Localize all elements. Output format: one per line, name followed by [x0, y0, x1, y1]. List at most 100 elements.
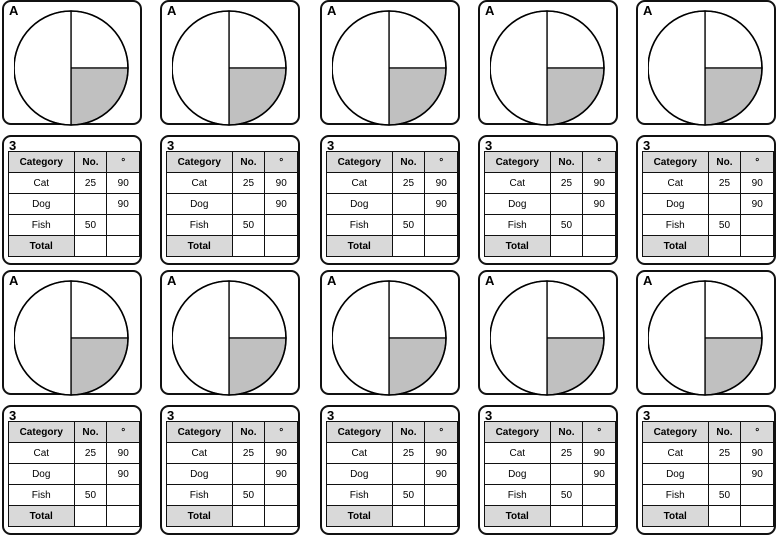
table-row: Fish 50: [642, 214, 774, 236]
table-cell: [424, 235, 458, 257]
column-header: No.: [231, 421, 266, 443]
table-card-label: 3: [167, 138, 175, 153]
table-card-label: 3: [485, 408, 493, 423]
table-cell: 90: [740, 442, 774, 464]
pie-chart: [648, 10, 763, 126]
pie-card-label: A: [327, 273, 337, 288]
table-cell: Fish: [326, 214, 393, 236]
table-cell: Total: [484, 235, 551, 257]
table-row: Dog 90: [326, 463, 458, 485]
table-header-row: Category No. °: [166, 421, 298, 443]
table-card-5: 3 Category No. ° Cat 25 90 Dog 90 Fish 50 Total: [2, 405, 142, 535]
column-header: No.: [549, 151, 584, 173]
table-cell: [231, 235, 266, 257]
table-cell: 90: [264, 442, 298, 464]
table-cell: [231, 505, 266, 527]
pie-chart: [648, 280, 763, 396]
table-row: Cat 25 90: [484, 442, 616, 464]
table-row: Total: [326, 505, 458, 527]
column-header: No.: [549, 421, 584, 443]
table-cell: Fish: [642, 484, 709, 506]
table-row: Cat 25 90: [166, 442, 298, 464]
table-row: Fish 50: [642, 484, 774, 506]
table-cell: Total: [642, 235, 709, 257]
pie-chart: [172, 10, 287, 126]
table-cell: 50: [549, 214, 584, 236]
table-row: Cat 25 90: [8, 172, 140, 194]
column-header: No.: [231, 151, 266, 173]
table-cell: 90: [582, 463, 616, 485]
table-cell: 90: [424, 442, 458, 464]
table-row: Dog 90: [484, 193, 616, 215]
table-row: Dog 90: [326, 193, 458, 215]
pie-slice-2: [332, 10, 390, 126]
table-cell: 50: [391, 214, 426, 236]
pie-card-label: A: [643, 273, 653, 288]
pie-card-label: A: [9, 3, 19, 18]
table-cell: 25: [549, 442, 584, 464]
pie-outline: [172, 10, 287, 126]
table-cell: [231, 463, 266, 485]
pie-outline: [648, 10, 763, 126]
table-cell: Cat: [642, 172, 709, 194]
pie-chart: [14, 280, 129, 396]
pie-card-label: A: [643, 3, 653, 18]
column-header: °: [740, 151, 774, 173]
pie-slice-2: [14, 10, 72, 126]
pie-card-label: A: [485, 273, 495, 288]
column-header: No.: [707, 151, 742, 173]
table-cell: [73, 463, 108, 485]
table-card-3: 3 Category No. ° Cat 25 90 Dog 90 Fish 50 Total: [478, 135, 618, 265]
table-cell: Cat: [8, 172, 75, 194]
table-cell: [391, 193, 426, 215]
table-cell: Cat: [326, 442, 393, 464]
pie-chart: [490, 280, 605, 396]
table-row: Cat 25 90: [326, 172, 458, 194]
pie-card-label: A: [167, 3, 177, 18]
column-header: No.: [73, 151, 108, 173]
pie-slice-2: [14, 280, 72, 396]
column-header: Category: [326, 421, 393, 443]
table-cell: 90: [106, 193, 140, 215]
column-header: °: [264, 151, 298, 173]
table-cell: Dog: [8, 193, 75, 215]
pie-outline: [332, 10, 447, 126]
frequency-table: Category No. ° Cat 25 90 Dog 90 Fish 50 Total: [8, 421, 140, 527]
pie-chart: [14, 10, 129, 126]
table-cell: Fish: [484, 484, 551, 506]
table-cell: Dog: [166, 463, 233, 485]
table-row: Total: [642, 235, 774, 257]
table-row: Fish 50: [166, 214, 298, 236]
pie-outline: [648, 280, 763, 396]
column-header: °: [582, 151, 616, 173]
table-cell: 25: [231, 442, 266, 464]
table-cell: 25: [73, 172, 108, 194]
column-header: Category: [642, 151, 709, 173]
table-card-label: 3: [643, 138, 651, 153]
table-cell: Dog: [8, 463, 75, 485]
table-card-label: 3: [643, 408, 651, 423]
table-card-8: 3 Category No. ° Cat 25 90 Dog 90 Fish 50 Total: [478, 405, 618, 535]
table-row: Dog 90: [484, 463, 616, 485]
table-cell: Total: [326, 235, 393, 257]
table-cell: [740, 214, 774, 236]
pie-outline: [14, 10, 129, 126]
pie-card-label: A: [485, 3, 495, 18]
column-header: °: [424, 421, 458, 443]
table-cell: Cat: [8, 442, 75, 464]
table-cell: 90: [106, 442, 140, 464]
table-cell: [106, 214, 140, 236]
table-cell: Fish: [642, 214, 709, 236]
table-card-6: 3 Category No. ° Cat 25 90 Dog 90 Fish 50 Total: [160, 405, 300, 535]
pie-slice-2: [648, 280, 706, 396]
table-row: Cat 25 90: [642, 442, 774, 464]
table-row: Fish 50: [484, 484, 616, 506]
table-card-9: 3 Category No. ° Cat 25 90 Dog 90 Fish 50 Total: [636, 405, 776, 535]
table-cell: 90: [106, 463, 140, 485]
table-cell: [73, 193, 108, 215]
pie-slice-2: [648, 10, 706, 126]
table-cell: Cat: [326, 172, 393, 194]
table-row: Cat 25 90: [166, 172, 298, 194]
table-cell: Cat: [166, 442, 233, 464]
table-cell: [424, 214, 458, 236]
